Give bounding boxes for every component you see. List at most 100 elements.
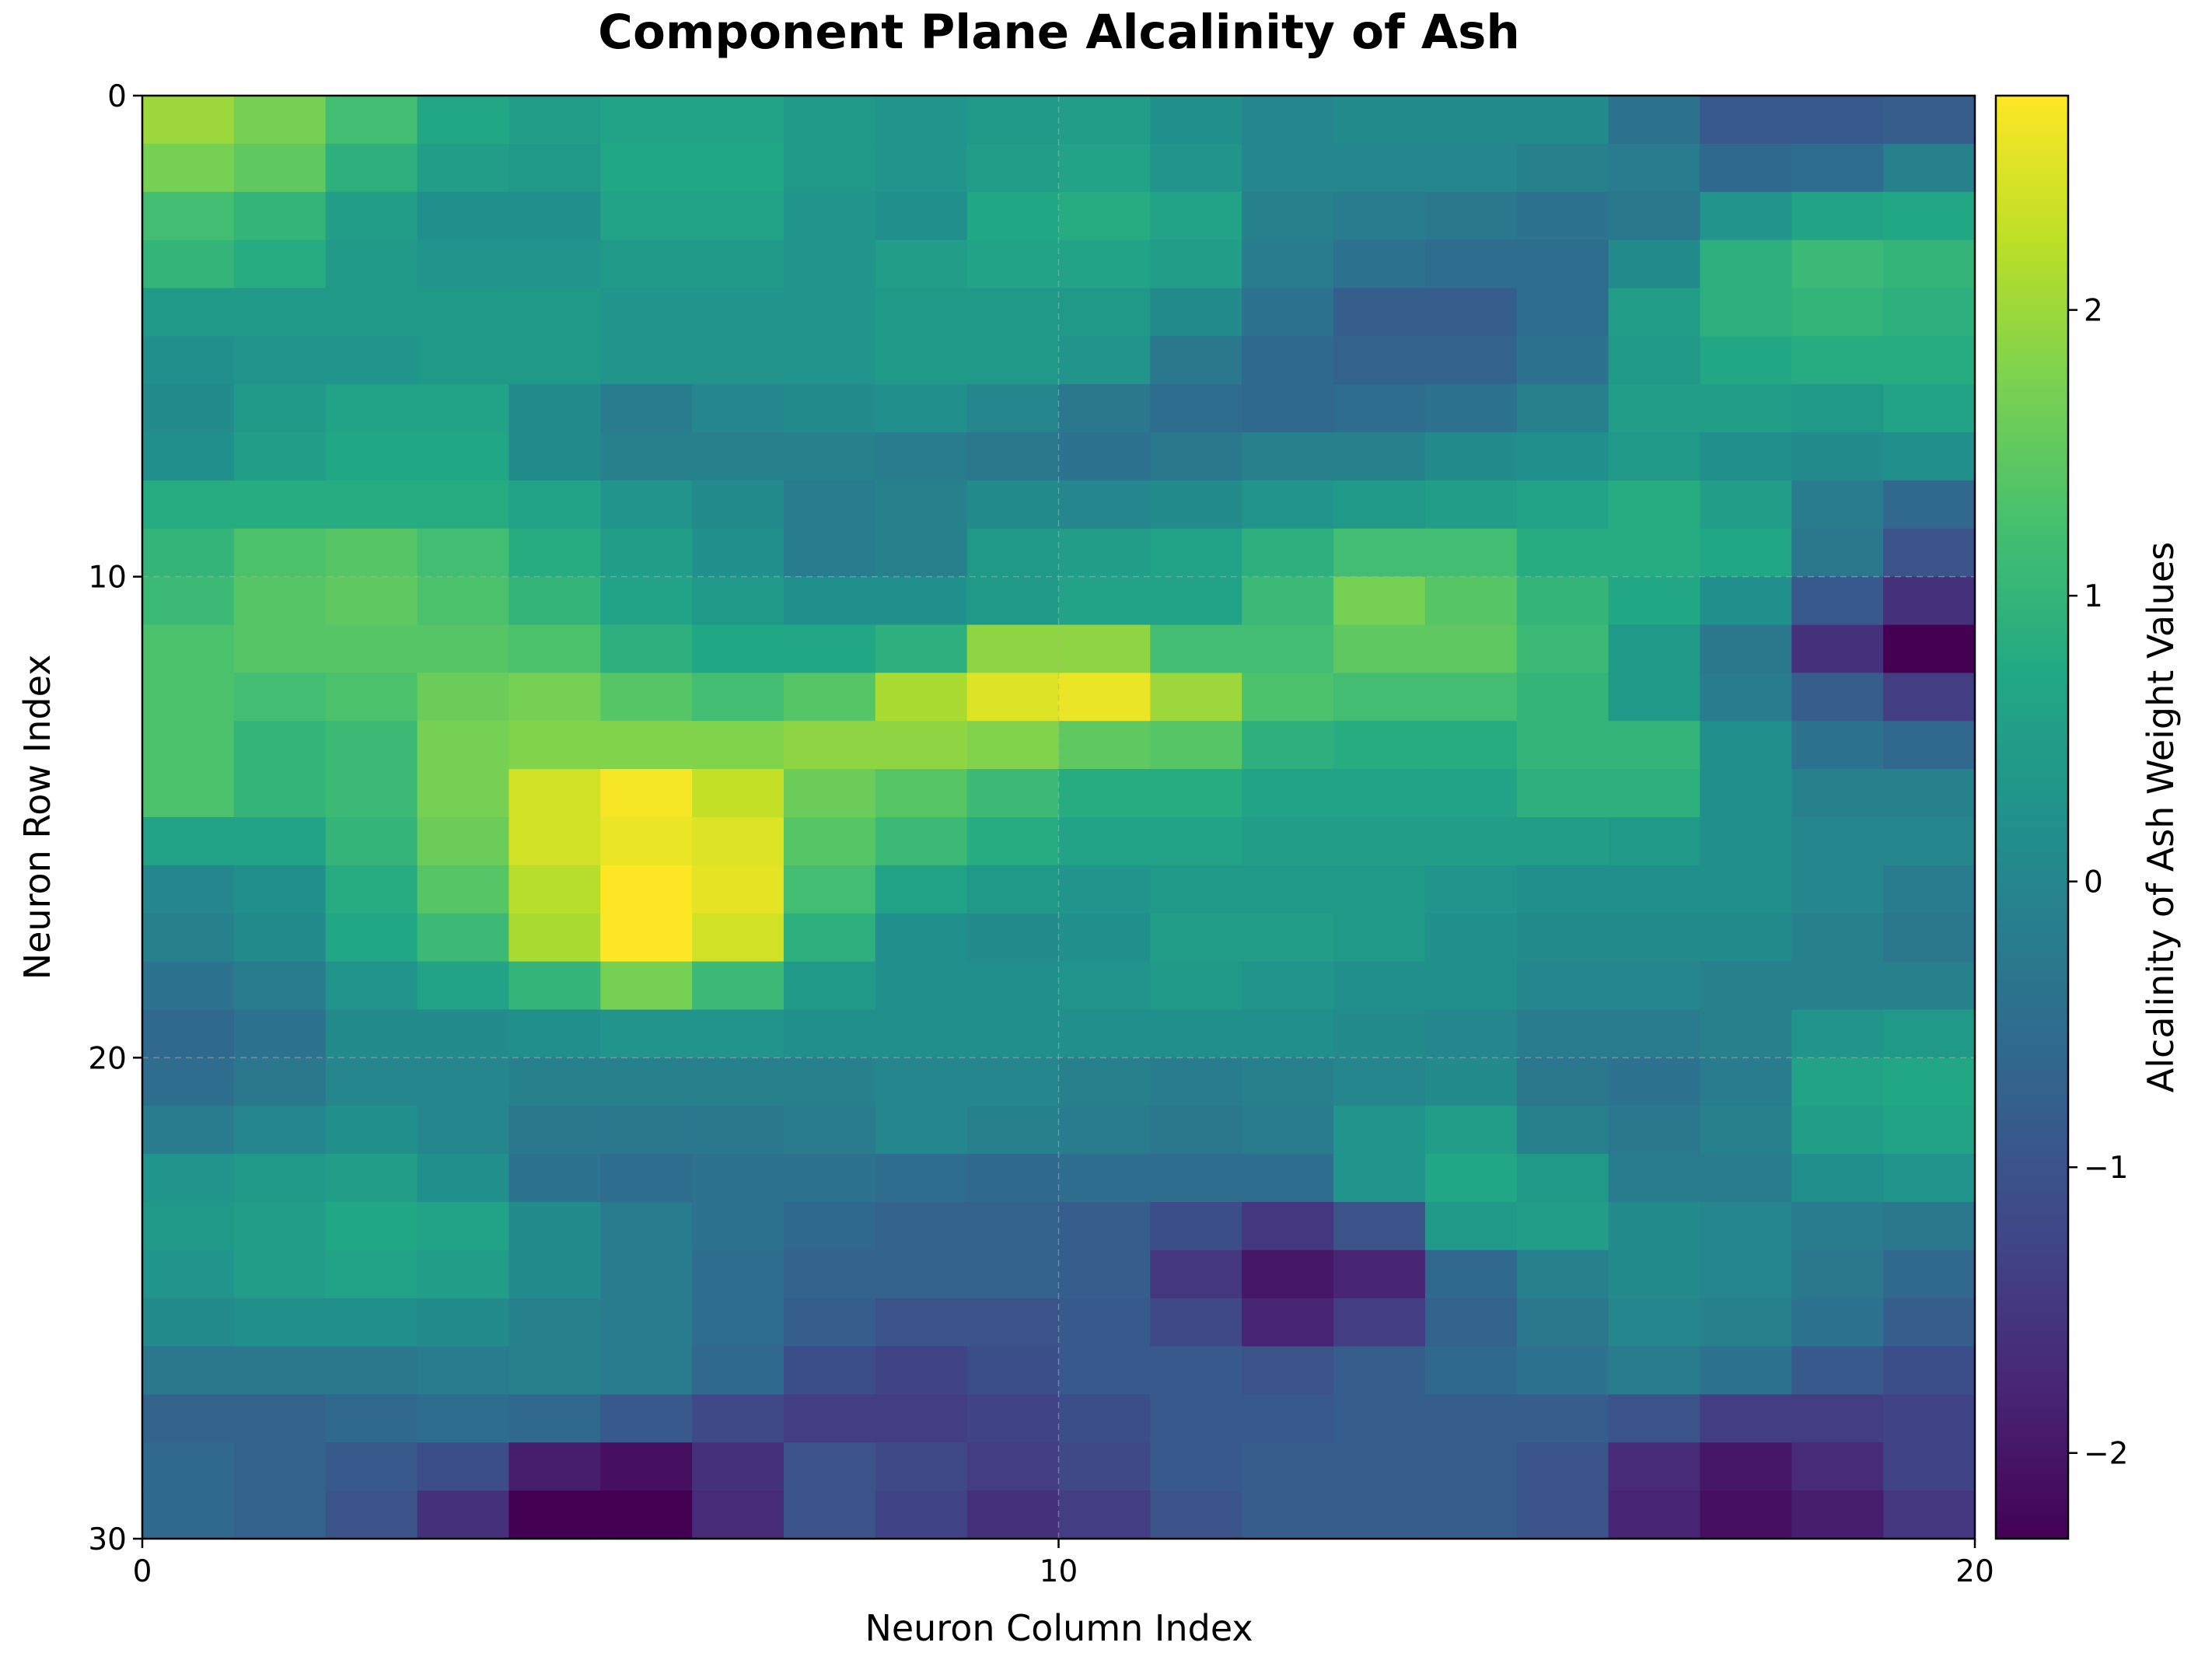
heatmap-cell: [1883, 1298, 1976, 1347]
heatmap-cell: [692, 1154, 785, 1203]
heatmap-cell: [600, 191, 693, 241]
heatmap-cell: [1242, 961, 1334, 1011]
heatmap-cell: [1700, 1346, 1792, 1395]
colorbar-gradient: [1994, 94, 2070, 1540]
heatmap-cell: [1058, 1442, 1151, 1491]
heatmap-cell: [325, 1009, 418, 1058]
heatmap-cell: [1150, 191, 1242, 241]
heatmap-cell: [325, 96, 418, 145]
heatmap-cell: [783, 288, 876, 337]
heatmap-cell: [1516, 191, 1609, 241]
heatmap-cell: [325, 1442, 418, 1491]
heatmap-cell: [1424, 913, 1518, 963]
heatmap-cell: [966, 961, 1060, 1011]
heatmap-cell: [1791, 1106, 1884, 1155]
heatmap-cell: [600, 336, 693, 385]
heatmap-cell: [966, 480, 1060, 529]
heatmap-cell: [1608, 96, 1701, 145]
heatmap-cell: [1516, 1394, 1609, 1443]
heatmap-cell: [875, 528, 968, 578]
heatmap-cell: [233, 384, 327, 433]
heatmap-cell: [1883, 239, 1976, 289]
heatmap-cell: [1242, 191, 1334, 241]
heatmap-cell: [1791, 1298, 1884, 1347]
heatmap-cell: [142, 336, 235, 385]
heatmap-cell: [1058, 1346, 1151, 1395]
heatmap-cell: [1883, 1106, 1976, 1155]
x-tick-label: 20: [1955, 1554, 1994, 1589]
heatmap-cell: [966, 1106, 1060, 1155]
heatmap-cell: [417, 1491, 509, 1539]
heatmap-cell: [966, 1009, 1060, 1058]
heatmap-cell: [1608, 817, 1701, 866]
heatmap-cell: [1058, 673, 1151, 722]
heatmap-cell: [600, 673, 693, 722]
heatmap-cell: [325, 961, 418, 1011]
heatmap-cell: [1242, 913, 1334, 963]
heatmap-cell: [142, 96, 235, 145]
heatmap-cell: [1150, 336, 1242, 385]
heatmap-cell: [508, 191, 601, 241]
heatmap-cell: [233, 624, 327, 673]
heatmap-cell: [692, 961, 785, 1011]
heatmap-cell: [783, 528, 876, 578]
heatmap-cell: [508, 384, 601, 433]
heatmap-cell: [692, 624, 785, 673]
heatmap-cell: [142, 288, 235, 337]
heatmap-cell: [966, 1394, 1060, 1443]
heatmap-cell: [1700, 1154, 1792, 1203]
heatmap-cell: [1516, 1154, 1609, 1203]
heatmap-cell: [966, 576, 1060, 626]
heatmap-cell: [1791, 1442, 1884, 1491]
heatmap-cell: [508, 528, 601, 578]
heatmap-cell: [966, 1249, 1060, 1299]
heatmap-cell: [1058, 1249, 1151, 1299]
heatmap-cell: [508, 1394, 601, 1443]
heatmap-cell: [1058, 1106, 1151, 1155]
heatmap-cell: [783, 673, 876, 722]
heatmap-cell: [1516, 239, 1609, 289]
heatmap-cell: [1424, 865, 1518, 914]
x-axis-label: Neuron Column Index: [865, 1607, 1253, 1649]
heatmap-cell: [1333, 1491, 1426, 1539]
heatmap-cell: [600, 1249, 693, 1299]
heatmap-cell: [875, 624, 968, 673]
heatmap-cell: [875, 239, 968, 289]
heatmap-cell: [1242, 1394, 1334, 1443]
heatmap-cell: [325, 1394, 418, 1443]
heatmap-cell: [1242, 721, 1334, 770]
heatmap-cell: [692, 1249, 785, 1299]
heatmap-cell: [966, 239, 1060, 289]
heatmap-cell: [1883, 624, 1976, 673]
heatmap-cell: [1516, 480, 1609, 529]
heatmap-cell: [1424, 480, 1518, 529]
heatmap-cell: [1516, 576, 1609, 626]
heatmap-cell: [325, 336, 418, 385]
heatmap-cell: [600, 96, 693, 145]
heatmap-cell: [875, 913, 968, 963]
heatmap-cell: [417, 1346, 509, 1395]
heatmap-cell: [783, 480, 876, 529]
heatmap-cell: [692, 528, 785, 578]
heatmap-cell: [966, 1346, 1060, 1395]
heatmap-cell: [1424, 769, 1518, 818]
heatmap-cell: [325, 1298, 418, 1347]
heatmap-cell: [1700, 913, 1792, 963]
heatmap-cell: [508, 239, 601, 289]
heatmap-cell: [1608, 576, 1701, 626]
heatmap-cell: [1242, 1346, 1334, 1395]
heatmap-cell: [142, 1106, 235, 1155]
heatmap-cell: [325, 721, 418, 770]
heatmap-cell: [692, 288, 785, 337]
heatmap-cell: [1883, 191, 1976, 241]
heatmap-cell: [1058, 528, 1151, 578]
y-axis-ticks: 0 10 20 30: [88, 79, 142, 1557]
heatmap-cell: [966, 432, 1060, 481]
heatmap-cell: [1608, 480, 1701, 529]
heatmap-cell: [1608, 191, 1701, 241]
heatmap-cell: [142, 528, 235, 578]
heatmap-cell: [600, 913, 693, 963]
heatmap-cell: [1883, 1442, 1976, 1491]
heatmap-cell: [1516, 1346, 1609, 1395]
